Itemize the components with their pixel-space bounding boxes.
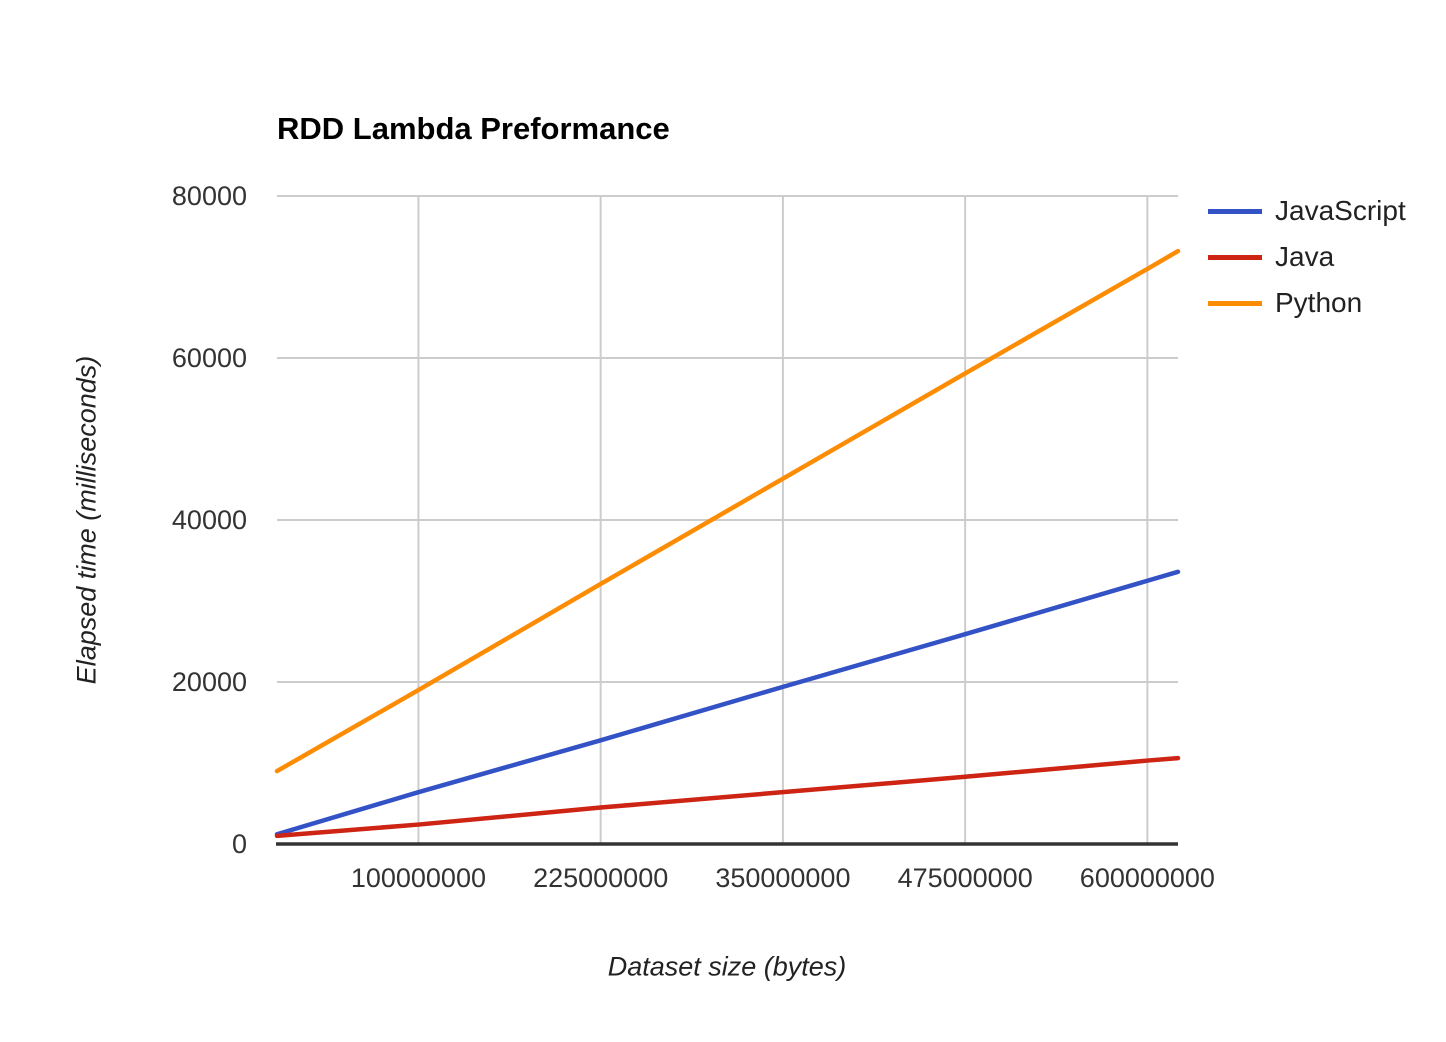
legend-swatch-python (1208, 300, 1262, 306)
y-tick-label: 80000 (172, 181, 247, 211)
x-tick-label: 600000000 (1080, 863, 1215, 893)
y-tick-label: 40000 (172, 505, 247, 535)
series-line-java (274, 755, 1181, 839)
legend-item-javascript: JavaScript (1208, 188, 1406, 234)
x-tick-label: 100000000 (351, 863, 486, 893)
y-tick-label: 60000 (172, 343, 247, 373)
y-tick-label: 0 (232, 829, 247, 859)
legend-label: Java (1275, 241, 1335, 272)
legend: JavaScript Java Python (1208, 188, 1406, 326)
y-tick-label: 20000 (172, 667, 247, 697)
chart-title: RDD Lambda Preformance (277, 111, 670, 146)
legend-item-python: Python (1208, 280, 1406, 326)
legend-swatch-java (1208, 254, 1262, 260)
series-line-javascript (274, 569, 1181, 837)
x-tick-label: 225000000 (533, 863, 668, 893)
x-tick-label: 475000000 (898, 863, 1033, 893)
legend-swatch-javascript (1208, 208, 1262, 214)
legend-label: JavaScript (1275, 195, 1406, 226)
legend-label: Python (1275, 287, 1363, 318)
x-tick-label: 350000000 (715, 863, 850, 893)
x-axis-title: Dataset size (bytes) (607, 951, 847, 982)
legend-item-java: Java (1208, 234, 1406, 280)
series-line-python (274, 248, 1181, 774)
